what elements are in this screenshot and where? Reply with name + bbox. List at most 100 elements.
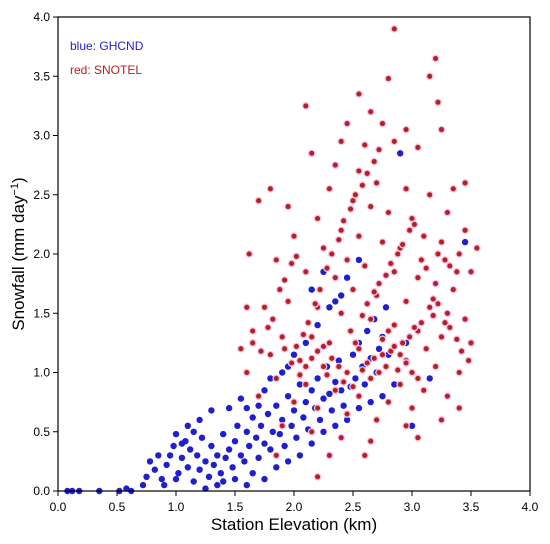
data-point-snotel-152: [304, 318, 313, 327]
data-point-snotel-66: [390, 321, 399, 329]
data-point-snotel-126: [339, 378, 348, 386]
data-point-snotel-4: [366, 107, 375, 116]
data-point-snotel-189: [275, 285, 284, 294]
x-tick-label: 3.5: [463, 500, 480, 514]
x-tick-label: 4.0: [522, 500, 539, 514]
y-tick-label: 2.0: [33, 247, 50, 261]
data-point-snotel-140: [405, 226, 414, 235]
data-point-snotel-179: [296, 371, 304, 379]
data-point-snotel-20: [372, 179, 381, 187]
data-point-snotel-91: [331, 386, 340, 395]
data-point-ghcnd-90: [408, 422, 416, 429]
data-point-ghcnd-116: [155, 452, 162, 459]
data-point-ghcnd-107: [314, 321, 321, 329]
data-point-snotel-92: [355, 392, 363, 401]
data-point-ghcnd-115: [461, 238, 469, 246]
data-point-ghcnd-74: [349, 351, 357, 358]
data-point-snotel-172: [378, 335, 387, 344]
data-point-snotel-3: [425, 72, 434, 81]
data-point-snotel-119: [393, 366, 402, 374]
data-point-ghcnd-16: [178, 454, 186, 461]
data-point-snotel-134: [370, 288, 379, 296]
data-point-ghcnd-130: [320, 428, 327, 435]
x-tick-label: 2.0: [286, 500, 303, 514]
data-point-snotel-159: [327, 250, 336, 258]
data-point-ghcnd-53: [288, 422, 295, 429]
data-point-snotel-2: [384, 74, 393, 83]
data-point-ghcnd-94: [190, 428, 197, 435]
data-point-snotel-115: [370, 354, 379, 363]
data-point-snotel-61: [260, 303, 269, 312]
data-point-snotel-41: [437, 238, 446, 246]
data-point-snotel-46: [343, 256, 351, 264]
y-tick-label: 4.0: [33, 10, 50, 24]
data-point-snotel-88: [242, 368, 251, 377]
x-tick-label: 2.5: [345, 500, 362, 514]
data-point-snotel-18: [331, 161, 340, 169]
data-point-snotel-54: [331, 273, 340, 282]
data-point-ghcnd-50: [279, 416, 286, 424]
data-point-snotel-127: [334, 362, 343, 371]
data-point-snotel-57: [402, 297, 410, 306]
data-point-snotel-9: [402, 125, 410, 134]
data-point-snotel-144: [429, 295, 438, 303]
data-point-snotel-8: [378, 119, 387, 128]
data-point-ghcnd-119: [220, 478, 227, 485]
data-point-ghcnd-10: [146, 458, 154, 465]
data-point-snotel-74: [355, 344, 363, 353]
data-point-ghcnd-79: [364, 327, 371, 335]
data-point-snotel-176: [402, 359, 410, 367]
data-point-snotel-100: [372, 416, 381, 424]
data-point-ghcnd-39: [246, 442, 253, 450]
data-point-ghcnd-67: [328, 407, 335, 414]
y-tick-label: 3.5: [33, 69, 50, 83]
data-point-snotel-31: [461, 226, 469, 235]
data-point-snotel-77: [431, 362, 440, 371]
data-point-snotel-6: [434, 98, 442, 107]
data-point-snotel-112: [349, 382, 357, 391]
data-point-ghcnd-25: [205, 473, 213, 480]
data-point-ghcnd-137: [426, 375, 433, 382]
data-point-snotel-52: [272, 256, 281, 264]
data-point-ghcnd-117: [161, 481, 168, 489]
data-point-snotel-99: [343, 410, 351, 418]
data-point-ghcnd-24: [202, 458, 209, 465]
y-tick-label: 0.5: [33, 425, 50, 439]
data-point-snotel-1: [431, 54, 440, 63]
data-point-snotel-121: [405, 333, 414, 341]
data-point-snotel-114: [363, 359, 372, 367]
legend-entry-ghcnd: blue: GHCND: [70, 39, 144, 53]
data-point-snotel-117: [382, 362, 390, 371]
data-point-ghcnd-44: [261, 440, 268, 447]
data-point-ghcnd-101: [261, 387, 268, 394]
data-point-ghcnd-132: [343, 416, 351, 424]
data-point-ghcnd-9: [151, 466, 158, 473]
data-point-snotel-185: [248, 339, 257, 347]
data-point-snotel-149: [457, 347, 466, 356]
data-point-snotel-97: [290, 398, 298, 406]
legend-entry-snotel: red: SNOTEL: [70, 63, 142, 77]
data-point-snotel-69: [467, 339, 475, 347]
data-point-ghcnd-69: [335, 357, 342, 364]
data-point-ghcnd-41: [253, 434, 260, 441]
data-point-snotel-33: [254, 196, 263, 205]
data-point-snotel-155: [287, 359, 296, 367]
data-point-snotel-107: [414, 433, 422, 442]
data-point-snotel-146: [441, 318, 449, 327]
data-point-ghcnd-122: [231, 475, 239, 483]
data-point-snotel-93: [384, 398, 393, 406]
data-point-snotel-11: [301, 102, 310, 110]
data-point-snotel-14: [390, 137, 399, 146]
data-point-snotel-68: [437, 333, 446, 341]
data-point-snotel-162: [346, 205, 355, 213]
data-point-snotel-148: [452, 335, 461, 344]
data-point-snotel-122: [410, 323, 419, 332]
data-point-ghcnd-123: [214, 481, 221, 489]
data-point-snotel-23: [449, 184, 458, 193]
data-point-snotel-72: [307, 333, 316, 341]
data-point-ghcnd-66: [326, 390, 333, 397]
data-point-ghcnd-136: [391, 381, 398, 388]
data-point-snotel-87: [443, 392, 452, 401]
data-point-ghcnd-60: [308, 387, 315, 394]
data-point-snotel-168: [434, 250, 442, 258]
